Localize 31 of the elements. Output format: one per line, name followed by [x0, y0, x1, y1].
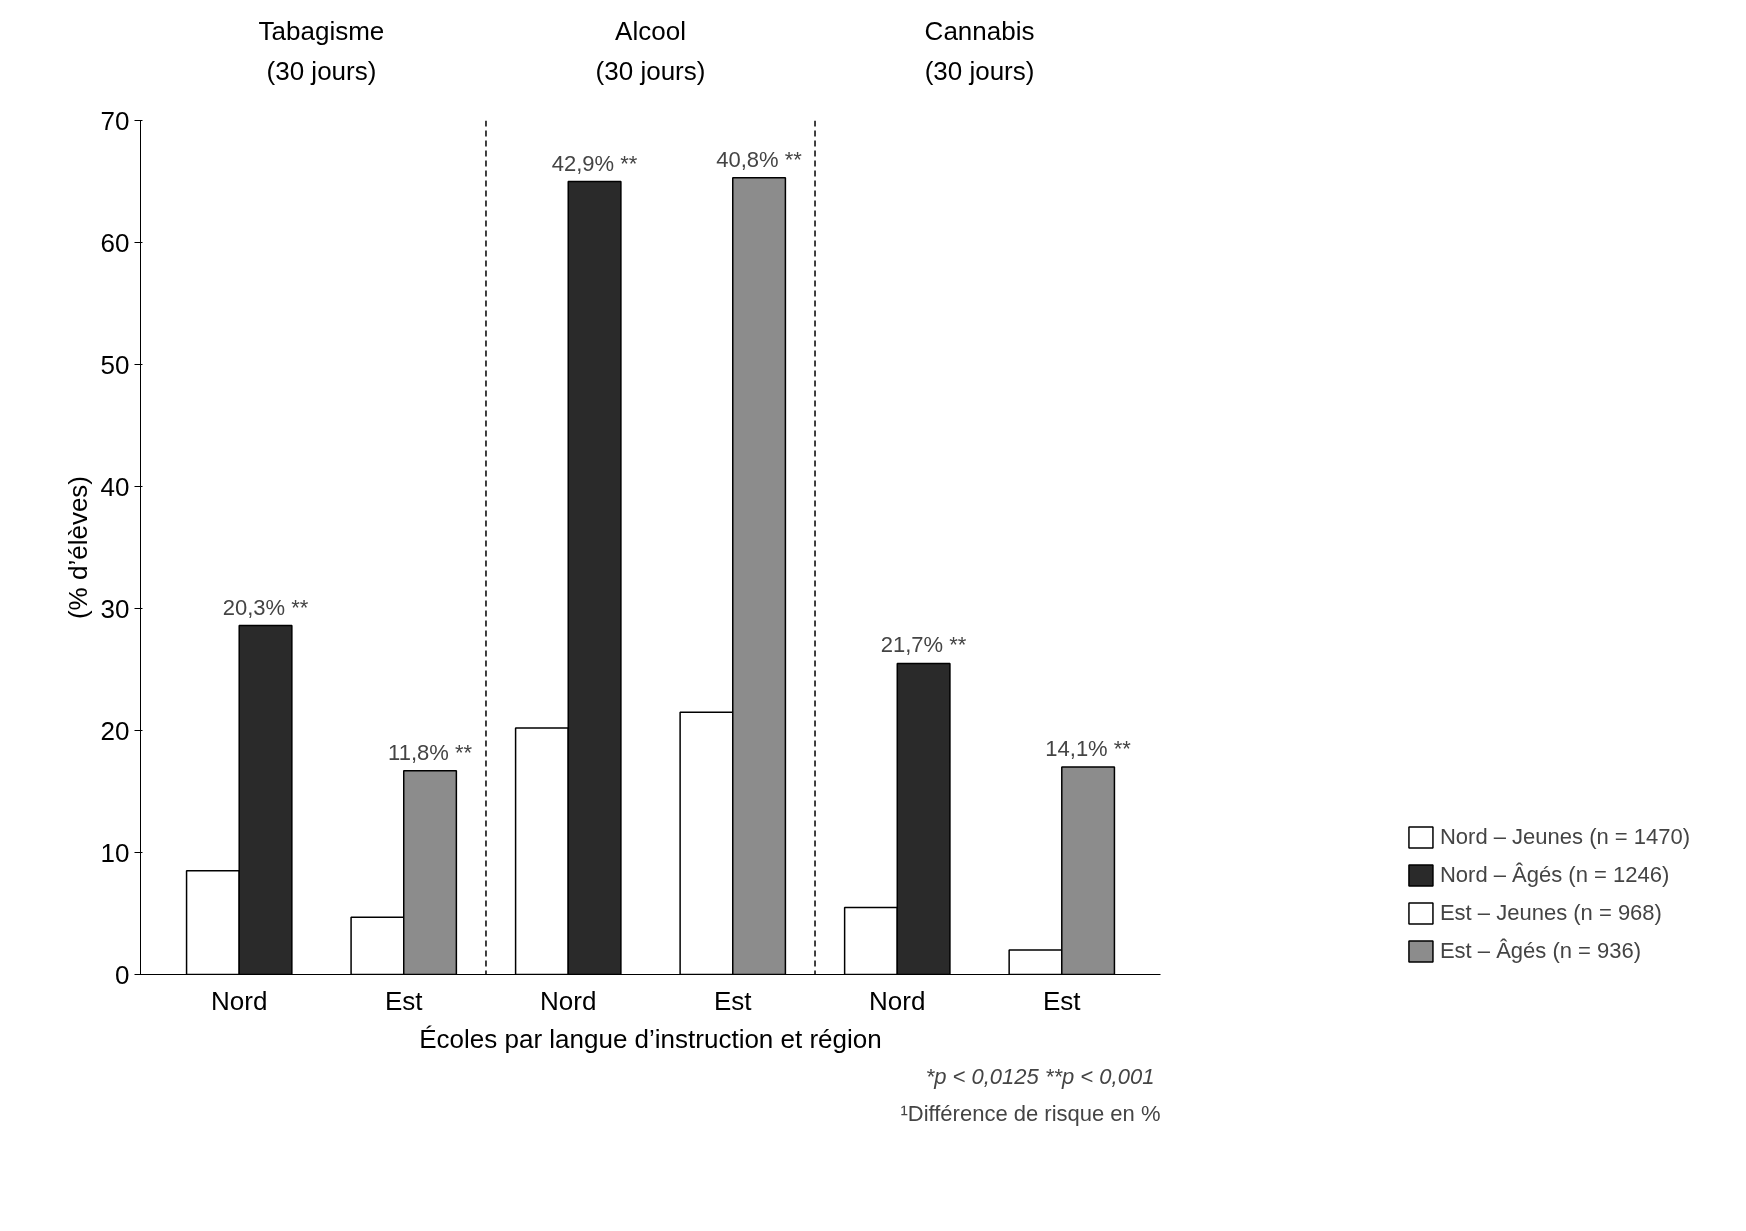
- annotation: 40,8% **: [716, 146, 803, 172]
- annotation: 21,7% **: [880, 632, 967, 658]
- annotation: 42,9% **: [551, 150, 638, 176]
- y-tick-label: 0: [115, 959, 130, 990]
- y-tick-label: 30: [100, 593, 130, 624]
- legend-label: Nord – Âgés (n = 1246): [1439, 862, 1670, 888]
- x-tick-label: Nord: [540, 985, 597, 1016]
- y-tick-label: 10: [100, 837, 130, 868]
- legend-label: Est – Jeunes (n = 968): [1439, 900, 1662, 926]
- legend-label: Est – Âgés (n = 936): [1439, 938, 1642, 964]
- text: ¹Différence de risque en %: [900, 1100, 1161, 1126]
- x-tick-label: Est: [1043, 985, 1082, 1016]
- text: Cannabis (30 jours): [924, 16, 1035, 86]
- y-tick-label: 60: [100, 227, 130, 258]
- x-tick-label: Est: [384, 985, 424, 1016]
- y-tick-label: 70: [100, 105, 130, 136]
- annotation: 11,8% **: [388, 739, 473, 765]
- y-axis-title: (% d’élèves): [62, 475, 93, 620]
- text: Tabagisme (30 jours): [258, 16, 385, 86]
- annotation: 14,1% **: [1045, 736, 1132, 762]
- y-tick-label: 50: [100, 349, 130, 380]
- x-tick-label: Est: [713, 985, 753, 1016]
- text: *p < 0,0125 **p < 0,001: [925, 1063, 1155, 1089]
- annotation: 20,3% **: [222, 594, 309, 620]
- x-tick-label: Nord: [211, 985, 268, 1016]
- x-tick-label: Nord: [869, 985, 926, 1016]
- y-tick-label: 40: [100, 471, 130, 502]
- legend-label: Nord – Jeunes (n = 1470): [1439, 824, 1691, 850]
- text: Alcool (30 jours): [595, 16, 706, 86]
- x-axis-title: Écoles par langue d’instruction et région: [419, 1023, 882, 1054]
- y-tick-label: 20: [100, 715, 130, 746]
